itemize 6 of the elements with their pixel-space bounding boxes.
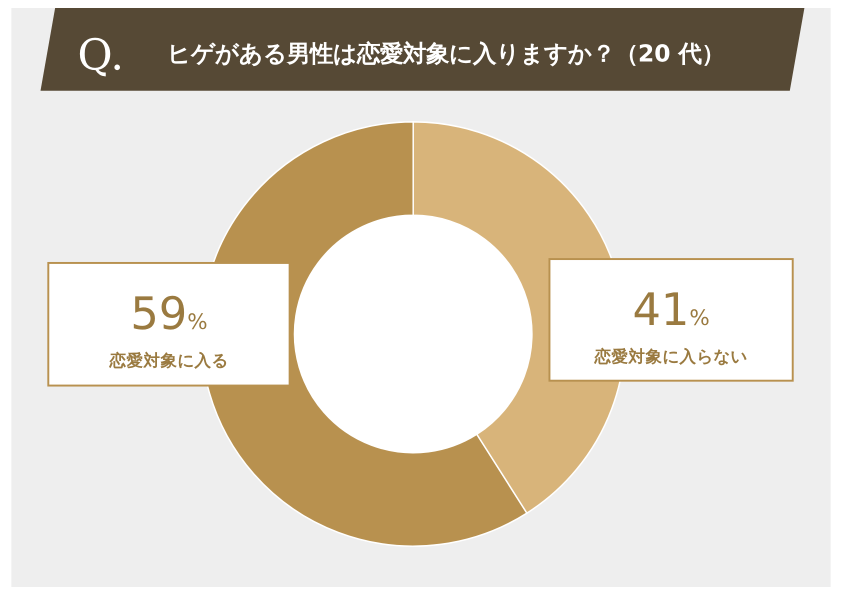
- data-label: 41%: [632, 283, 710, 336]
- text: Q.: [77, 30, 124, 80]
- data-label: 59%: [130, 287, 208, 340]
- slice-label: 恋愛対象に入る: [108, 351, 228, 370]
- chart-title: ヒゲがある男性は恋愛対象に入りますか？（20 代）: [167, 40, 725, 68]
- slice-label: 恋愛対象に入らない: [594, 347, 748, 366]
